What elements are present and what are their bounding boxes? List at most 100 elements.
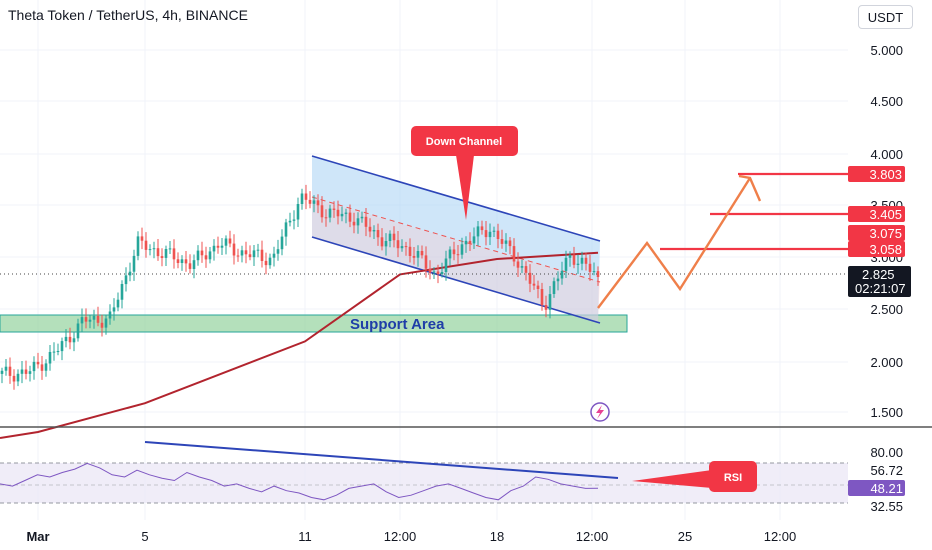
candle-body — [64, 336, 68, 342]
candle-body — [132, 255, 136, 272]
candle-body — [32, 361, 36, 372]
candle-body — [16, 373, 20, 382]
price-tick-label: 4.000 — [870, 147, 903, 162]
candle-body — [392, 233, 396, 241]
candle-body — [180, 259, 184, 263]
candle-body — [128, 271, 132, 276]
candle-body — [340, 213, 344, 217]
candle-body — [192, 260, 196, 269]
candle-body — [252, 250, 256, 258]
candle-body — [580, 257, 584, 264]
time-tick-label: 5 — [141, 529, 148, 544]
candle-body — [556, 278, 560, 282]
candle-body — [316, 200, 320, 206]
candle-body — [164, 249, 168, 258]
support-area-label: Support Area — [350, 316, 445, 333]
candle-body — [480, 226, 484, 231]
candle-body — [564, 257, 568, 271]
candle-body — [12, 375, 16, 382]
candle-body — [328, 208, 332, 218]
candle-body — [484, 230, 488, 238]
projection-path — [597, 177, 752, 309]
candle-body — [36, 361, 40, 365]
candle-body — [360, 216, 364, 219]
level-badge-label: 3.075 — [869, 226, 902, 241]
candle-body — [4, 366, 8, 371]
price-tick-label: 2.000 — [870, 355, 903, 370]
candle-body — [572, 255, 576, 265]
currency-selector[interactable]: USDT — [858, 5, 913, 29]
candle-body — [292, 219, 296, 221]
candle-body — [224, 238, 228, 246]
rsi-tick-label: 32.55 — [870, 499, 903, 514]
candle-body — [304, 193, 308, 200]
lightning-icon[interactable] — [590, 402, 610, 422]
candle-body — [380, 237, 384, 247]
candle-body — [544, 305, 548, 310]
candle-body — [536, 285, 540, 289]
candle-body — [384, 241, 388, 247]
current-price-value: 2.825 — [862, 267, 895, 282]
candle-body — [336, 209, 340, 217]
candle-body — [40, 364, 44, 371]
candle-body — [28, 371, 32, 374]
rsi-label: RSI — [724, 472, 742, 484]
time-tick-label: 12:00 — [576, 529, 609, 544]
candle-body — [60, 341, 64, 352]
candle-body — [276, 249, 280, 254]
candle-body — [532, 283, 536, 286]
rsi-trendline — [144, 441, 619, 479]
candle-body — [264, 260, 268, 266]
time-tick-label: 18 — [490, 529, 504, 544]
level-badge-label: 3.405 — [869, 207, 902, 222]
candle-body — [20, 369, 24, 374]
candle-body — [200, 250, 204, 256]
candle-body — [456, 254, 460, 256]
candle-body — [56, 351, 60, 352]
candle-body — [444, 258, 448, 272]
candle-body — [352, 221, 356, 226]
candle-body — [44, 363, 48, 371]
candle-body — [452, 249, 456, 255]
candle-body — [560, 270, 564, 279]
down-channel-upper-line — [311, 155, 601, 242]
candle-body — [156, 248, 160, 257]
rsi-line — [0, 462, 599, 501]
candle-body — [232, 243, 236, 256]
candle-body — [388, 233, 392, 241]
candle-body — [176, 259, 180, 263]
down-channel-label: Down Channel — [426, 136, 502, 148]
price-tick-label: 4.500 — [870, 94, 903, 109]
candle-body — [272, 253, 276, 258]
candle-body — [72, 338, 76, 343]
candle-body — [324, 217, 328, 219]
candle-body — [100, 322, 104, 328]
moving-average-line — [0, 251, 599, 439]
candle-body — [552, 281, 556, 294]
candle-body — [216, 245, 220, 248]
time-tick-label: 11 — [298, 529, 312, 544]
candle-body — [460, 244, 464, 255]
candle-body — [412, 256, 416, 258]
candle-body — [204, 255, 208, 260]
candle-body — [84, 317, 88, 322]
price-tick-label: 1.500 — [870, 405, 903, 420]
time-tick-label: 25 — [678, 529, 692, 544]
candle-body — [468, 240, 472, 244]
candle-body — [436, 271, 440, 274]
candle-body — [88, 319, 92, 322]
candle-body — [288, 220, 292, 223]
rsi-callout: RSI — [632, 461, 757, 492]
level-badge-bg — [848, 166, 905, 182]
candle-body — [472, 236, 476, 244]
candle-body — [416, 251, 420, 258]
candle-body — [172, 248, 176, 260]
level-badge-label: 3.803 — [869, 167, 902, 182]
candle-body — [116, 299, 120, 308]
candle-body — [596, 271, 600, 277]
candle-body — [320, 205, 324, 218]
candle-body — [228, 238, 232, 244]
rsi-value-badge — [848, 480, 905, 496]
projection-arrowhead — [738, 174, 762, 202]
